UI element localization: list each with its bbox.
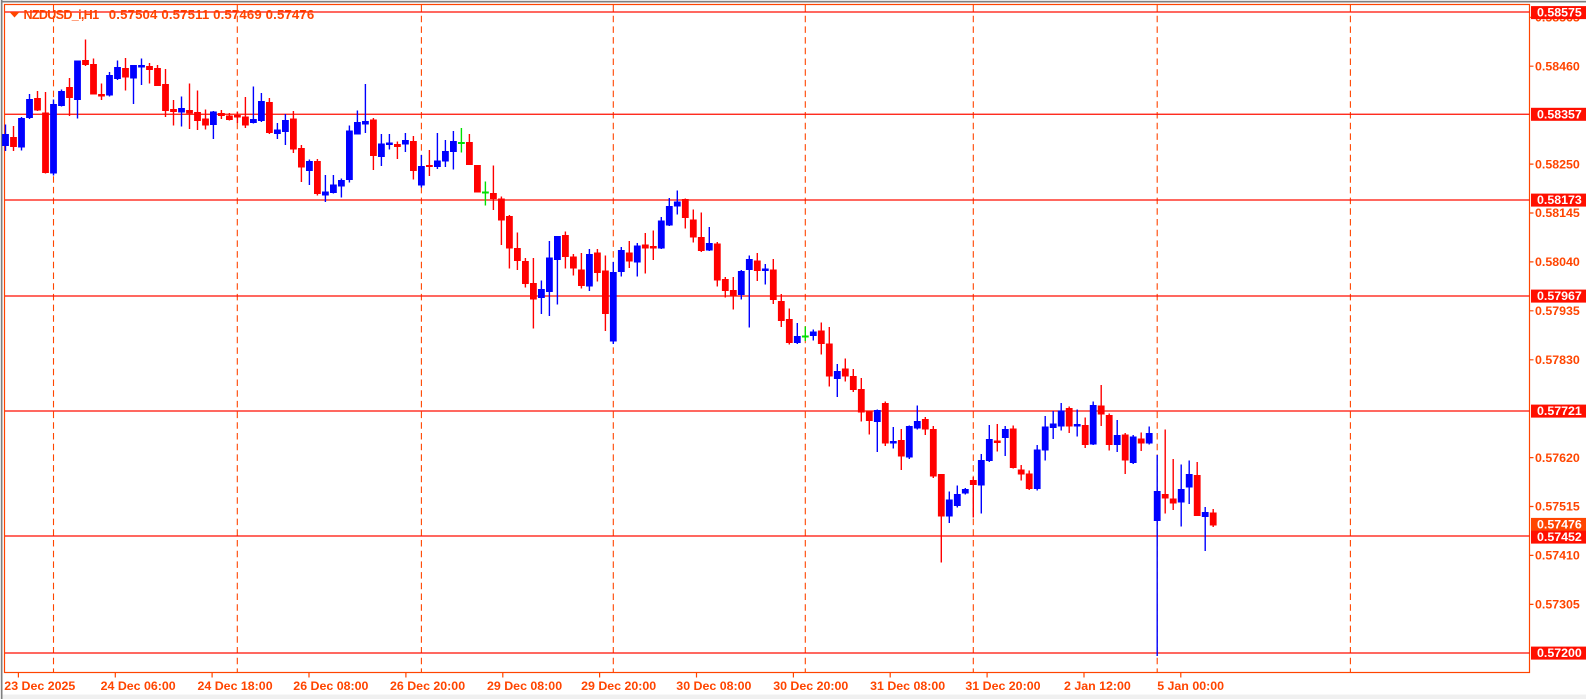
svg-text:31 Dec 08:00: 31 Dec 08:00 <box>870 679 945 693</box>
svg-text:0.57830: 0.57830 <box>1535 353 1580 367</box>
svg-text:0.57620: 0.57620 <box>1535 451 1580 465</box>
svg-text:0.58040: 0.58040 <box>1535 255 1580 269</box>
svg-text:0.57515: 0.57515 <box>1535 500 1580 514</box>
svg-text:26 Dec 20:00: 26 Dec 20:00 <box>390 679 465 693</box>
svg-text:0.58575: 0.58575 <box>1537 6 1582 20</box>
svg-text:24 Dec 18:00: 24 Dec 18:00 <box>198 679 273 693</box>
svg-text:29 Dec 20:00: 29 Dec 20:00 <box>581 679 656 693</box>
svg-text:0.58145: 0.58145 <box>1535 206 1580 220</box>
svg-text:0.57935: 0.57935 <box>1535 304 1580 318</box>
svg-text:0.57967: 0.57967 <box>1537 289 1582 303</box>
svg-text:26 Dec 08:00: 26 Dec 08:00 <box>293 679 368 693</box>
svg-text:24 Dec 06:00: 24 Dec 06:00 <box>101 679 176 693</box>
svg-text:31 Dec 20:00: 31 Dec 20:00 <box>965 679 1040 693</box>
svg-text:0.57305: 0.57305 <box>1535 598 1580 612</box>
svg-text:0.57476: 0.57476 <box>1537 518 1582 532</box>
svg-text:29 Dec 08:00: 29 Dec 08:00 <box>487 679 562 693</box>
svg-text:0.58460: 0.58460 <box>1535 59 1580 73</box>
svg-text:5 Jan 00:00: 5 Jan 00:00 <box>1157 679 1224 693</box>
svg-text:0.58357: 0.58357 <box>1537 107 1582 121</box>
svg-text:0.57721: 0.57721 <box>1537 404 1582 418</box>
svg-text:0.58250: 0.58250 <box>1535 157 1580 171</box>
svg-text:0.57452: 0.57452 <box>1537 530 1582 544</box>
svg-text:0.57410: 0.57410 <box>1535 549 1580 563</box>
svg-text:2 Jan 12:00: 2 Jan 12:00 <box>1064 679 1131 693</box>
svg-text:0.58173: 0.58173 <box>1537 193 1582 207</box>
svg-text:NZDUSD_i,H10.57504 0.57511 0.5: NZDUSD_i,H1 0.57504 0.57511 0.57469 0.574… <box>24 7 315 22</box>
svg-text:23 Dec 2025: 23 Dec 2025 <box>4 679 75 693</box>
svg-text:30 Dec 08:00: 30 Dec 08:00 <box>676 679 751 693</box>
svg-text:30 Dec 20:00: 30 Dec 20:00 <box>773 679 848 693</box>
svg-text:0.57200: 0.57200 <box>1537 646 1582 660</box>
